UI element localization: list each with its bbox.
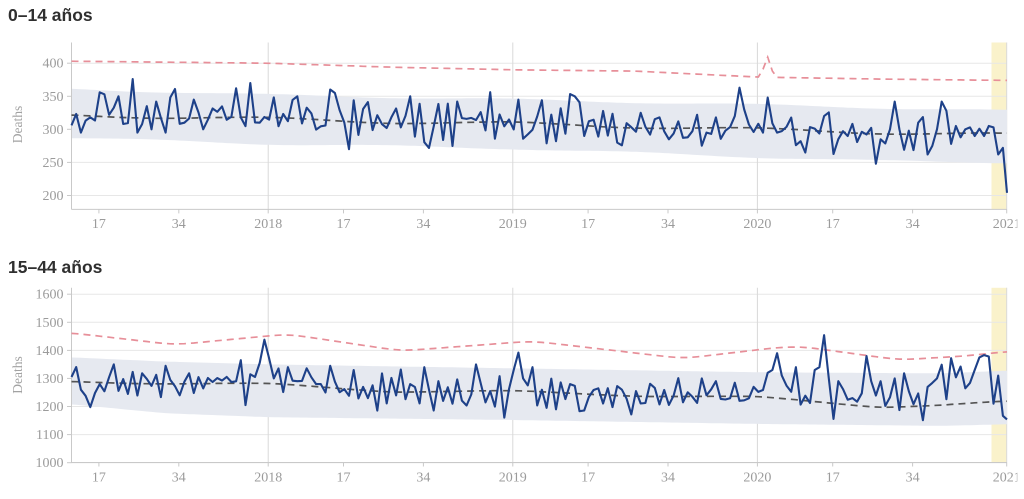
svg-text:2018: 2018 <box>254 217 282 232</box>
svg-text:34: 34 <box>661 217 675 232</box>
svg-text:350: 350 <box>43 90 64 105</box>
svg-text:1500: 1500 <box>36 316 64 331</box>
svg-text:2019: 2019 <box>499 217 527 232</box>
svg-text:250: 250 <box>43 156 64 171</box>
svg-text:17: 17 <box>581 217 595 232</box>
svg-text:1600: 1600 <box>36 288 64 303</box>
svg-text:34: 34 <box>172 217 186 232</box>
svg-text:1200: 1200 <box>36 400 64 415</box>
svg-text:1400: 1400 <box>36 344 64 359</box>
svg-text:34: 34 <box>416 471 430 486</box>
svg-text:2020: 2020 <box>743 471 771 486</box>
svg-text:34: 34 <box>906 471 920 486</box>
svg-text:Deaths: Deaths <box>10 106 25 144</box>
svg-text:Deaths: Deaths <box>10 356 25 394</box>
svg-text:34: 34 <box>661 471 675 486</box>
svg-text:2019: 2019 <box>499 471 527 486</box>
svg-text:15–44 años: 15–44 años <box>8 257 103 277</box>
svg-text:17: 17 <box>826 217 840 232</box>
svg-text:34: 34 <box>172 471 186 486</box>
svg-text:1100: 1100 <box>36 428 63 443</box>
svg-text:2020: 2020 <box>743 217 771 232</box>
svg-text:17: 17 <box>92 217 106 232</box>
svg-text:1000: 1000 <box>36 456 64 471</box>
svg-text:2021: 2021 <box>993 217 1021 232</box>
svg-text:17: 17 <box>337 217 351 232</box>
svg-text:300: 300 <box>43 123 64 138</box>
svg-text:34: 34 <box>906 217 920 232</box>
svg-text:200: 200 <box>43 189 64 204</box>
svg-text:34: 34 <box>416 217 430 232</box>
svg-text:400: 400 <box>43 57 64 72</box>
svg-text:17: 17 <box>92 471 106 486</box>
svg-text:2021: 2021 <box>993 471 1021 486</box>
svg-text:17: 17 <box>337 471 351 486</box>
svg-text:2018: 2018 <box>254 471 282 486</box>
svg-text:0–14 años: 0–14 años <box>8 5 93 25</box>
svg-text:1300: 1300 <box>36 372 64 387</box>
svg-text:17: 17 <box>826 471 840 486</box>
svg-text:17: 17 <box>581 471 595 486</box>
